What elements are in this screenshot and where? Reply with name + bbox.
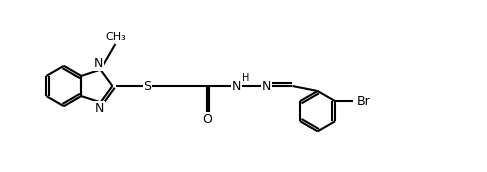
Text: Br: Br <box>356 95 370 108</box>
Text: O: O <box>202 112 212 126</box>
Text: N: N <box>232 79 241 93</box>
Text: S: S <box>143 79 151 93</box>
Text: H: H <box>242 73 249 83</box>
Text: N: N <box>94 57 103 70</box>
Text: N: N <box>262 79 271 93</box>
Text: N: N <box>95 102 104 115</box>
Text: CH₃: CH₃ <box>105 32 126 42</box>
